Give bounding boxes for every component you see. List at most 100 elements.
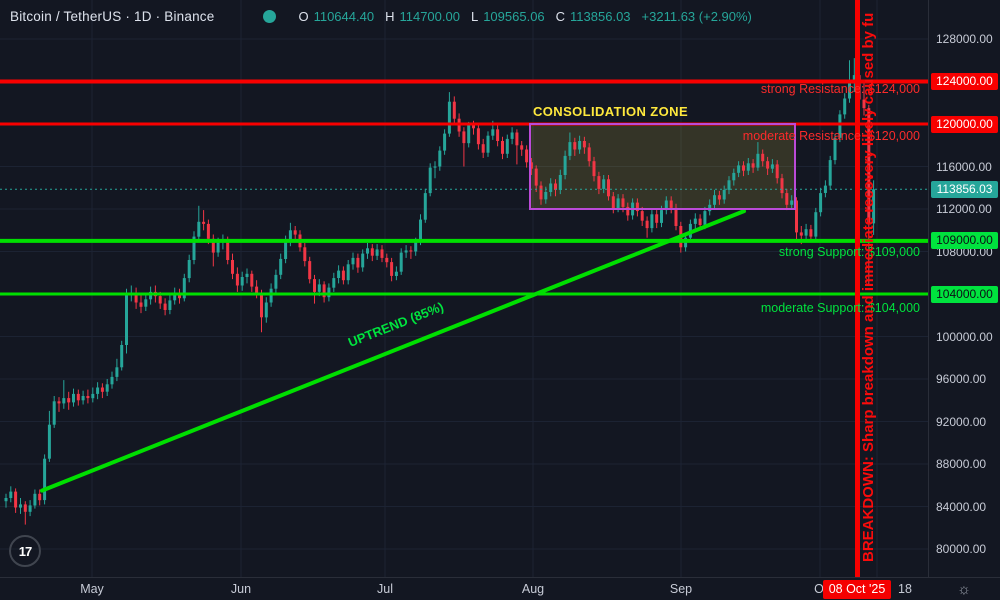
candle-body — [746, 163, 750, 171]
chart-canvas[interactable] — [0, 0, 928, 577]
candle-body — [173, 292, 177, 301]
candle-body — [597, 176, 601, 189]
candle-body — [674, 207, 678, 226]
candle-body — [76, 393, 80, 401]
candle-body — [549, 183, 553, 192]
tradingview-logo[interactable]: 17 — [9, 535, 41, 567]
candle-body — [264, 302, 268, 318]
candle-body — [390, 262, 394, 276]
candle-body — [4, 498, 8, 502]
price-tick: 92000.00 — [936, 414, 987, 429]
candle-body — [790, 200, 794, 205]
candle-body — [520, 145, 524, 150]
time-tick: Aug — [521, 582, 545, 596]
candle-body — [332, 278, 336, 288]
candle-body — [187, 260, 191, 279]
candle-body — [43, 458, 47, 501]
candle-body — [250, 273, 254, 287]
price-tick: 112000.00 — [936, 202, 992, 216]
candle-body — [197, 221, 201, 237]
candle-body — [795, 200, 798, 233]
candle-body — [481, 144, 485, 153]
symbol-title[interactable]: Bitcoin / TetherUS · 1D · Binance — [10, 9, 215, 24]
candle-body — [235, 273, 239, 286]
time-tick: 18 — [898, 582, 912, 596]
candle-body — [751, 163, 755, 168]
candle-body — [139, 302, 143, 307]
candle-body — [775, 164, 779, 179]
candle-body — [780, 178, 784, 194]
candle-body — [168, 300, 172, 310]
candle-body — [467, 125, 471, 144]
candle-body — [23, 504, 27, 512]
close-value: 113856.03 — [570, 9, 631, 24]
ohlc-legend: O 110644.40 H 114700.00 L 109565.06 C 113856… — [292, 9, 751, 24]
time-tick: May — [80, 582, 104, 596]
candle-body — [872, 189, 876, 224]
candle-body — [308, 261, 312, 280]
candle-body — [799, 232, 803, 236]
candle-body — [115, 367, 119, 377]
candle-body — [211, 238, 215, 253]
open-value: 110644.40 — [313, 9, 375, 24]
candle-body — [766, 161, 770, 169]
candle-body — [669, 200, 673, 208]
candle-body — [202, 221, 206, 224]
candle-body — [655, 214, 659, 223]
consolidation-zone-label[interactable]: CONSOLIDATION ZONE — [533, 104, 689, 119]
moderate-resistance-label[interactable]: moderate Resistance: $120,000 — [742, 129, 920, 143]
candle-body — [693, 218, 697, 224]
candle-body — [86, 396, 90, 399]
price-axis[interactable]: 128000.00 116000.00 112000.00 108000.00 1000… — [928, 0, 1000, 577]
candle-body — [452, 101, 456, 119]
candle-body — [144, 299, 148, 307]
candle-body — [722, 189, 726, 200]
candle-body — [192, 236, 196, 260]
candle-body — [327, 287, 331, 298]
candle-body — [317, 284, 321, 292]
candle-body — [510, 132, 514, 139]
high-label: H — [385, 9, 395, 24]
candle-body — [819, 193, 823, 213]
candle-body — [611, 196, 615, 208]
candle-body — [732, 172, 736, 181]
sun-theme-icon[interactable]: ☼ — [957, 580, 971, 598]
candle-body — [28, 505, 32, 512]
uptrend-trendline[interactable] — [40, 209, 746, 493]
candle-body — [626, 206, 630, 216]
consolidation-box-border[interactable] — [529, 123, 796, 210]
price-tick: 80000.00 — [936, 542, 987, 556]
candle-body — [607, 179, 610, 197]
candle-body — [419, 219, 422, 242]
candle-body — [573, 142, 577, 150]
candle-body — [47, 424, 51, 459]
time-tick: Sep — [669, 582, 693, 596]
candle-body — [57, 401, 61, 404]
candle-body — [848, 82, 851, 99]
candle-body — [284, 240, 288, 259]
moderate-support-label[interactable]: moderate Support: $104,000 — [760, 301, 920, 315]
candle-body — [409, 250, 413, 252]
strong-support-label[interactable]: strong Support: $109,000 — [778, 245, 920, 259]
candle-body — [582, 141, 586, 148]
candle-body — [554, 183, 557, 190]
candle-body — [14, 491, 18, 508]
strong-resistance-label[interactable]: strong Resistance: $124,000 — [760, 82, 920, 96]
candle-body — [476, 128, 480, 145]
candle-body — [52, 401, 56, 425]
consolidation-box-fill — [530, 124, 795, 209]
candle-body — [515, 132, 519, 146]
price-tick: 116000.00 — [936, 159, 992, 174]
breakdown-label[interactable]: BREAKDOWN: Sharp breakdown and immediate… — [860, 12, 877, 562]
candle-body — [423, 193, 427, 220]
candle-body — [843, 98, 847, 115]
candle-body — [178, 292, 181, 299]
candle-body — [501, 141, 504, 154]
time-axis[interactable]: 08 Oct '25 May Jun Jul Aug Sep O 18 — [0, 577, 1000, 600]
open-label: O — [298, 9, 309, 24]
candle-body — [563, 155, 567, 175]
candle-body — [72, 393, 75, 403]
candle-body — [592, 161, 596, 177]
candle-body — [163, 303, 167, 310]
